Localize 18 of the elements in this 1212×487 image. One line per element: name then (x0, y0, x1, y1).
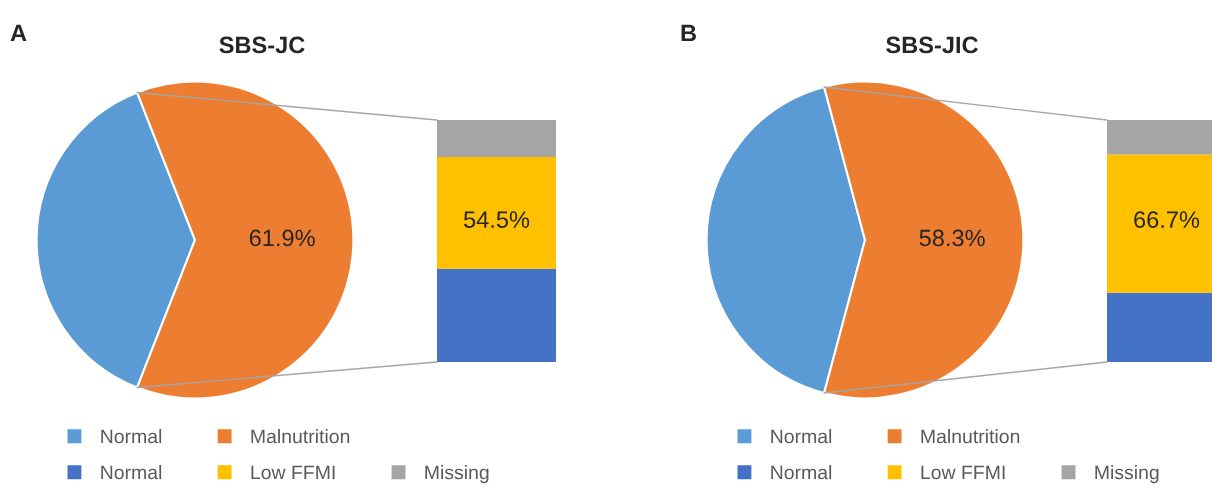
legend-label: Low FFMI (921, 465, 1005, 480)
data-label: 61.9% (249, 229, 315, 247)
chart-title: SBS-JIC (886, 36, 978, 54)
legend-label: Missing (1095, 465, 1159, 484)
text: A (10, 24, 27, 42)
legend-label: Normal (101, 465, 162, 480)
legend-label: Missing (425, 465, 489, 484)
legend-label: Malnutrition (921, 429, 1020, 444)
legend-label: Low FFMI (251, 465, 335, 480)
chart-title: SBS-JC (219, 36, 305, 54)
data-label: 58.3% (919, 229, 985, 247)
legend-label: Normal (771, 429, 832, 444)
annotation: 54.5% (463, 211, 530, 228)
legend-label: Normal (101, 429, 162, 444)
annotation: 66.7% (1134, 211, 1200, 228)
legend-label: Malnutrition (251, 429, 350, 444)
legend-label: Normal (771, 465, 832, 480)
text: B (681, 24, 696, 42)
